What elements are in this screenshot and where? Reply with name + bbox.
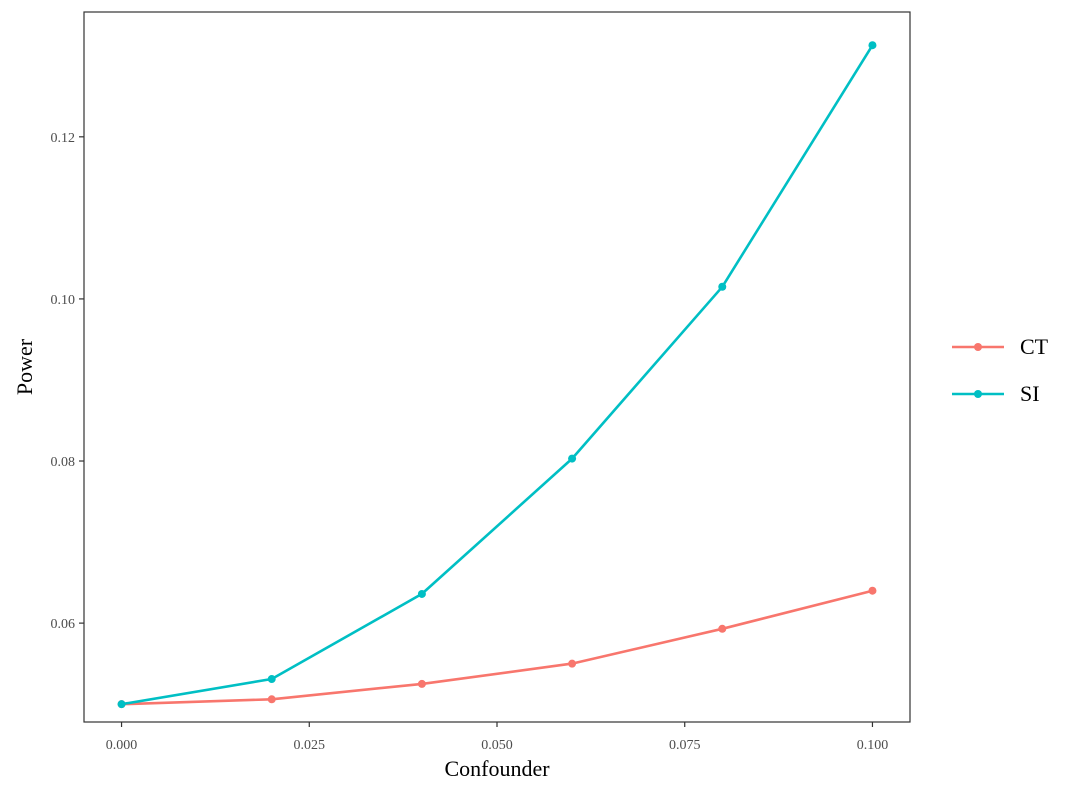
data-point-si <box>117 700 126 709</box>
data-point-si <box>868 41 877 50</box>
y-tick-label: 0.10 <box>51 293 76 308</box>
legend-label: SI <box>1020 381 1040 406</box>
data-point-si <box>417 589 426 598</box>
legend: CT SI <box>952 334 1049 406</box>
series-layer <box>117 41 877 709</box>
x-tick-label: 0.100 <box>857 738 889 753</box>
legend-label: CT <box>1020 334 1049 359</box>
data-point-ct <box>868 586 877 595</box>
y-axis-title: Power <box>12 338 37 395</box>
x-axis-title: Confounder <box>444 756 550 781</box>
y-tick-label: 0.06 <box>51 617 76 632</box>
x-tick-label: 0.025 <box>294 738 326 753</box>
legend-item-si: SI <box>952 381 1040 406</box>
plot-panel <box>83 11 911 723</box>
y-tick-label: 0.12 <box>51 131 76 146</box>
legend-item-ct: CT <box>952 334 1049 359</box>
y-tick-label: 0.08 <box>51 455 76 470</box>
data-point-si <box>568 454 577 463</box>
x-tick-label: 0.050 <box>481 738 513 753</box>
x-tick-label: 0.000 <box>106 738 138 753</box>
x-tick-label: 0.075 <box>669 738 701 753</box>
series-line-si <box>121 44 874 706</box>
data-point-ct <box>267 695 276 704</box>
y-axis: 0.06 0.08 0.10 0.12 <box>51 131 84 632</box>
data-point-ct <box>417 679 426 688</box>
data-point-si <box>718 282 727 291</box>
data-point-si <box>267 675 276 684</box>
x-axis: 0.000 0.025 0.050 0.075 0.100 <box>106 722 888 753</box>
legend-key-point <box>974 390 982 398</box>
series-line-ct <box>121 589 873 706</box>
data-point-ct <box>568 659 577 668</box>
data-point-ct <box>718 624 727 633</box>
legend-key-point <box>974 343 982 351</box>
